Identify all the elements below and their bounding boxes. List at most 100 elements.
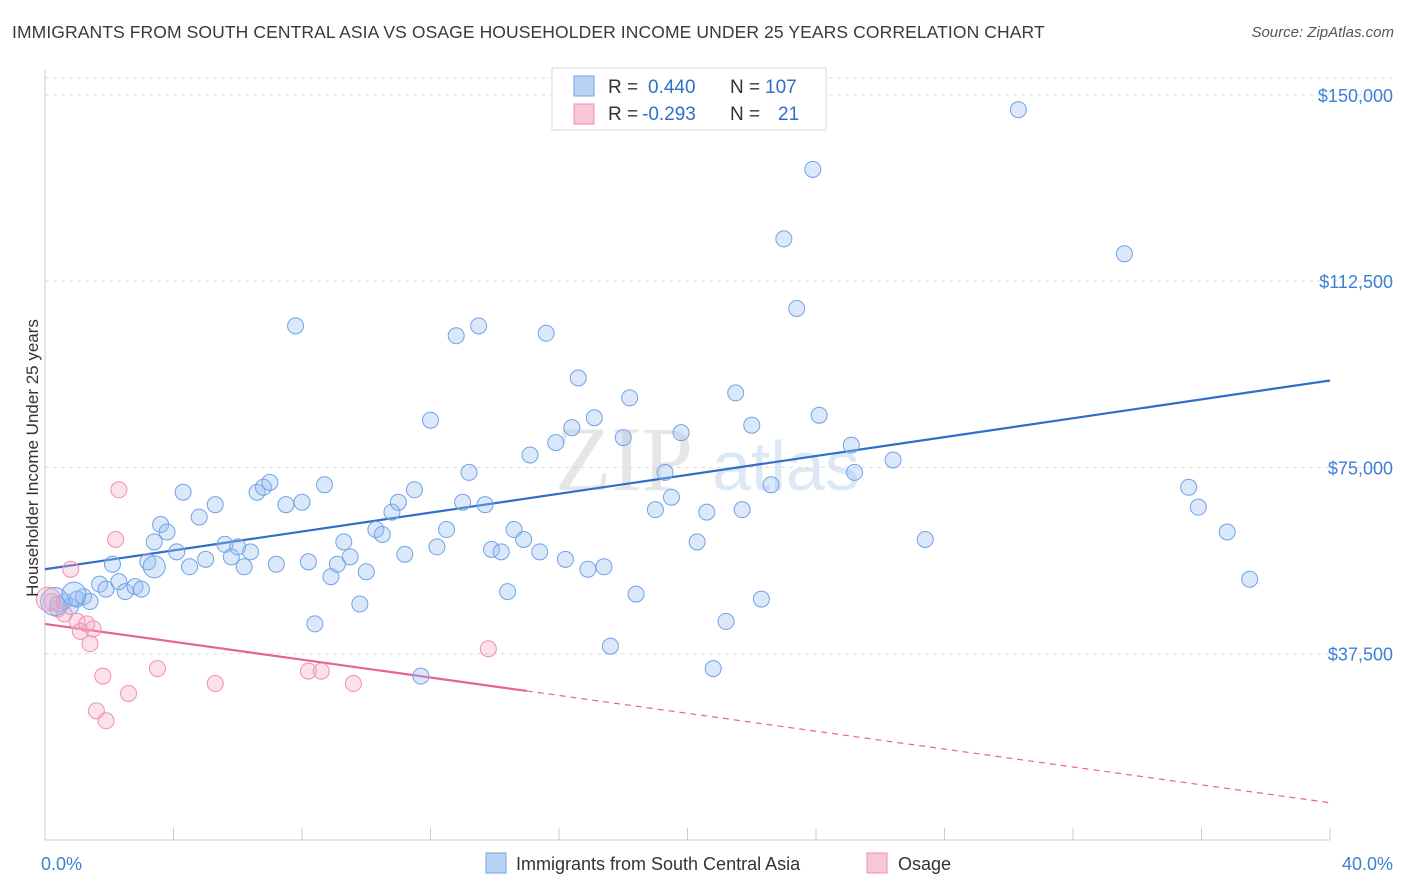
chart-title: IMMIGRANTS FROM SOUTH CENTRAL ASIA VS OS… [12, 22, 1045, 42]
point-south-central-asia [328, 555, 346, 573]
point-south-central-asia [662, 488, 680, 506]
y-tick-label: $75,000 [1328, 458, 1393, 478]
point-osage [62, 560, 80, 578]
legend-swatch-pink [573, 103, 595, 125]
bottom-legend-label-pink: Osage [898, 854, 951, 874]
x-tick-label-start: 0.0% [41, 854, 82, 874]
point-south-central-asia [499, 583, 517, 601]
legend-r-value-2: -0.293 [642, 104, 696, 125]
point-osage [110, 481, 128, 499]
point-osage [55, 605, 73, 623]
point-cluster-pink [35, 586, 61, 612]
point-south-central-asia [81, 593, 99, 611]
point-south-central-asia [698, 503, 716, 521]
point-south-central-asia [717, 612, 735, 630]
point-south-central-asia [197, 550, 215, 568]
point-south-central-asia [287, 317, 305, 335]
point-south-central-asia [1241, 570, 1259, 588]
point-south-central-asia [531, 543, 549, 561]
point-south-central-asia [614, 429, 632, 447]
trend-line-osage-extension [526, 690, 1331, 804]
point-south-central-asia [235, 558, 253, 576]
legend-r-value-1: 0.440 [648, 77, 696, 98]
point-south-central-asia [775, 230, 793, 248]
y-tick-label: $112,500 [1319, 272, 1393, 292]
point-south-central-asia [132, 580, 150, 598]
point-south-central-asia [1180, 478, 1198, 496]
point-south-central-asia [585, 409, 603, 427]
point-south-central-asia [299, 553, 317, 571]
point-cluster-blue [142, 555, 166, 579]
point-south-central-asia [762, 476, 780, 494]
point-south-central-asia [547, 434, 565, 452]
point-south-central-asia [315, 476, 333, 494]
point-south-central-asia [428, 538, 446, 556]
legend: R = 0.440 N = 107 R = -0.293 N = 21 [551, 67, 827, 131]
point-south-central-asia [206, 496, 224, 514]
bottom-legend-label-blue: Immigrants from South Central Asia [516, 854, 801, 874]
point-south-central-asia [158, 523, 176, 541]
point-south-central-asia [181, 558, 199, 576]
legend-n-label-1: N = [730, 77, 760, 98]
point-south-central-asia [916, 530, 934, 548]
point-south-central-asia [556, 550, 574, 568]
point-south-central-asia [483, 540, 501, 558]
point-south-central-asia [422, 411, 439, 429]
point-south-central-asia [396, 545, 414, 563]
point-osage [97, 712, 115, 730]
point-south-central-asia [601, 637, 619, 655]
point-south-central-asia [476, 496, 494, 514]
point-south-central-asia [412, 667, 430, 685]
point-south-central-asia [810, 406, 828, 424]
x-tick-label-end: 40.0% [1342, 854, 1393, 874]
point-south-central-asia [373, 525, 391, 543]
y-axis-label: Householder Income Under 25 years [23, 319, 42, 597]
point-south-central-asia [222, 548, 240, 566]
y-tick-label: $37,500 [1328, 645, 1393, 665]
tick-labels: $37,500 $75,000 $112,500 $150,000 0.0% 40.0% [41, 86, 1393, 874]
point-south-central-asia [190, 508, 208, 526]
point-south-central-asia [492, 543, 510, 561]
point-south-central-asia [688, 533, 706, 551]
point-south-central-asia [383, 503, 401, 521]
point-south-central-asia [335, 533, 353, 551]
point-south-central-asia [704, 660, 722, 678]
point-south-central-asia [97, 580, 115, 598]
bottom-legend-swatch-pink [866, 852, 888, 874]
point-south-central-asia [846, 463, 864, 481]
point-south-central-asia [103, 555, 121, 573]
point-cluster-blue [61, 581, 87, 607]
legend-n-label-2: N = [730, 104, 760, 125]
point-south-central-asia [595, 558, 613, 576]
point-south-central-asia [242, 543, 260, 561]
point-south-central-asia [168, 543, 186, 561]
legend-r-label-1: R = [608, 77, 638, 98]
watermark-zip: ZIP [555, 408, 693, 510]
point-osage [81, 635, 99, 653]
legend-swatch-blue [573, 75, 595, 97]
trend-lines [44, 379, 1331, 804]
point-south-central-asia [752, 590, 770, 608]
point-south-central-asia [656, 463, 674, 481]
point-osage [312, 662, 330, 680]
point-osage [344, 675, 362, 693]
point-south-central-asia [727, 384, 745, 402]
point-south-central-asia [447, 327, 465, 345]
point-south-central-asia [672, 424, 690, 442]
point-south-central-asia [470, 317, 488, 335]
point-south-central-asia [627, 585, 645, 603]
point-south-central-asia [579, 560, 597, 578]
watermark-atlas: atlas [712, 427, 860, 505]
point-south-central-asia [389, 493, 407, 511]
point-south-central-asia [842, 436, 860, 454]
point-south-central-asia [788, 299, 806, 317]
trend-line-south-central-asia [44, 379, 1331, 571]
point-south-central-asia [884, 451, 902, 469]
point-south-central-asia [293, 493, 311, 511]
point-south-central-asia [804, 160, 822, 178]
point-osage [148, 660, 166, 678]
point-south-central-asia [306, 615, 324, 633]
legend-r-label-2: R = [608, 104, 638, 125]
point-south-central-asia [174, 483, 192, 501]
